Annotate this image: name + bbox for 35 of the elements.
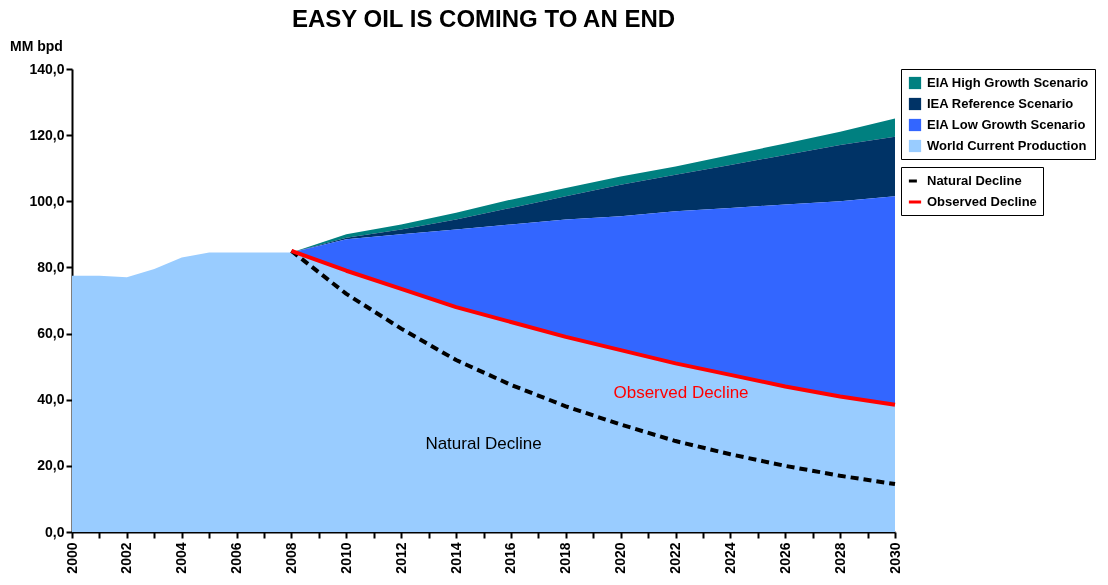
legend-label: World Current Production: [927, 138, 1087, 153]
annotation: Observed Decline: [613, 383, 749, 403]
x-tick-label: 2004: [173, 542, 190, 574]
y-tick-label: 80,0: [37, 258, 65, 275]
x-tick-label: 2008: [282, 542, 299, 574]
y-tick-label: 40,0: [37, 391, 65, 408]
legend-label: Natural Decline: [927, 173, 1022, 188]
y-tick-label: 120,0: [29, 126, 65, 143]
x-tick-label: 2020: [612, 542, 629, 574]
x-tick-label: 2024: [721, 542, 738, 574]
x-tick-label: 2006: [228, 542, 245, 574]
line-series: [289, 248, 897, 407]
x-tick-label: 2030: [886, 542, 903, 574]
y-tick-label: 20,0: [37, 457, 65, 474]
legend-label: EIA Low Growth Scenario: [927, 117, 1086, 132]
x-tick-label: 2012: [392, 542, 409, 574]
x-tick-label: 2026: [776, 542, 793, 574]
x-tick-label: 2014: [447, 542, 464, 574]
x-tick-label: 2002: [118, 542, 135, 574]
x-tick-label: 2022: [667, 542, 684, 574]
x-tick-label: 2016: [502, 542, 519, 574]
legend-label: Observed Decline: [927, 194, 1037, 209]
x-tick-label: 2028: [831, 542, 848, 574]
y-tick-label: 140,0: [29, 60, 65, 77]
chart-title: EASY OIL IS COMING TO AN END: [291, 5, 676, 32]
x-tick-label: 2010: [337, 542, 354, 574]
annotation: Natural Decline: [425, 434, 542, 454]
legend-label: EIA High Growth Scenario: [927, 75, 1089, 90]
y-axis-title: MM bpd: [10, 38, 63, 54]
y-tick-label: 0,0: [45, 523, 65, 540]
legend-label: IEA Reference Scenario: [927, 96, 1074, 111]
y-tick-label: 60,0: [37, 325, 65, 342]
y-tick-label: 100,0: [29, 192, 65, 209]
x-tick-label: 2000: [63, 542, 80, 574]
x-tick-label: 2018: [557, 542, 574, 574]
